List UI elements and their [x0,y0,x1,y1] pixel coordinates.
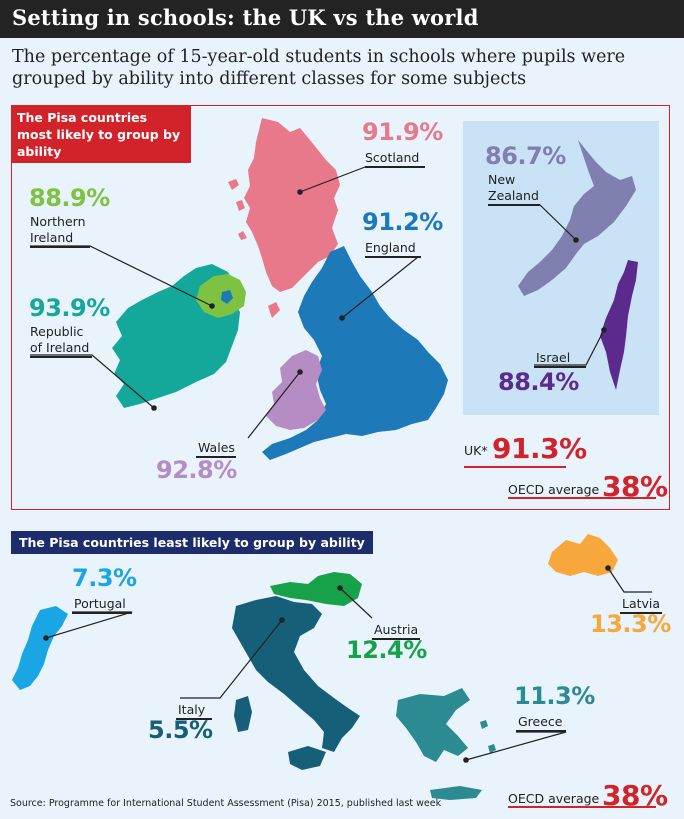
greek-island-2 [488,744,496,753]
uk-label: UK* [464,443,488,458]
leader-lines [30,166,652,761]
scotland-island-4 [268,302,280,318]
northern-ireland-value: 88.9% [29,184,110,212]
sicily-map [288,746,326,770]
uk-value: 91.3% [492,432,587,465]
oecd-underline-bottom [508,806,656,808]
scotland-island-2 [236,200,245,211]
latvia-underline [620,612,662,614]
ireland-label-1: Republic [30,324,84,339]
northern-ireland-underline [30,246,90,248]
oecd-underline-top [508,497,656,499]
wales-label: Wales [198,440,235,455]
israel-underline [534,366,586,368]
page-title: Setting in schools: the UK vs the world [12,5,479,30]
italy-map [232,596,360,752]
greek-island-1 [480,720,488,729]
scotland-map [244,118,340,292]
austria-label: Austria [374,622,419,637]
italy-underline [176,718,212,720]
austria-map [270,572,362,606]
austria-underline [372,638,420,640]
latvia-map [548,534,618,576]
scotland-label: Scotland [365,150,420,165]
scotland-island-1 [228,179,239,190]
most-likely-panel [11,105,670,510]
new-zealand-label-1: New [488,172,516,187]
new-zealand-label-2: Zealand [488,188,539,203]
latvia-value: 13.3% [590,610,671,638]
portugal-label: Portugal [74,596,126,611]
greece-label: Greece [518,714,563,729]
page-subtitle: The percentage of 15-year-old students i… [12,47,626,89]
italy-label: Italy [178,702,206,717]
england-value: 91.2% [362,208,443,236]
israel-map [600,260,638,390]
portugal-map [12,606,68,690]
latvia-label: Latvia [622,596,661,611]
northern-ireland-label-2: Ireland [30,230,74,245]
oecd-label-top: OECD average [508,482,600,497]
greece-map [396,688,470,762]
leader-dots [43,189,611,763]
greece-underline [516,730,566,732]
england-label: England [365,240,416,255]
source-note: Source: Programme for International Stud… [10,798,442,809]
wales-map [266,350,326,430]
scotland-island-3 [238,231,247,240]
england-underline [365,256,421,258]
new-zealand-value: 86.7% [485,142,566,170]
portugal-value: 7.3% [72,564,137,592]
title-bar: Setting in schools: the UK vs the world [0,0,684,38]
section-most-heading: The Pisa countries most likely to group … [11,106,191,163]
new-zealand-underline [488,204,540,206]
israel-value: 88.4% [498,368,579,396]
scotland-underline [365,166,425,168]
section-least-heading: The Pisa countries least likely to group… [11,531,373,554]
england-map [262,246,448,460]
crete-map [430,786,482,800]
wales-value: 92.8% [156,456,237,484]
greece-value: 11.3% [514,682,595,710]
portugal-underline [72,612,132,614]
ireland-underline [30,356,92,358]
northern-ireland-map [196,274,246,318]
austria-value: 12.4% [346,636,427,664]
ireland-value: 93.9% [29,294,110,322]
oecd-label-bottom: OECD average [508,791,600,806]
ireland-label-2: of Ireland [30,340,90,355]
new-zealand-map [518,140,636,296]
israel-label: Israel [536,350,571,365]
lough-neagh [221,290,233,304]
wales-underline [196,456,236,458]
northern-ireland-label-1: Northern [30,214,86,229]
sardinia-map [234,696,252,732]
scotland-value: 91.9% [362,118,443,146]
italy-value: 5.5% [148,716,213,744]
uk-underline [464,466,566,468]
